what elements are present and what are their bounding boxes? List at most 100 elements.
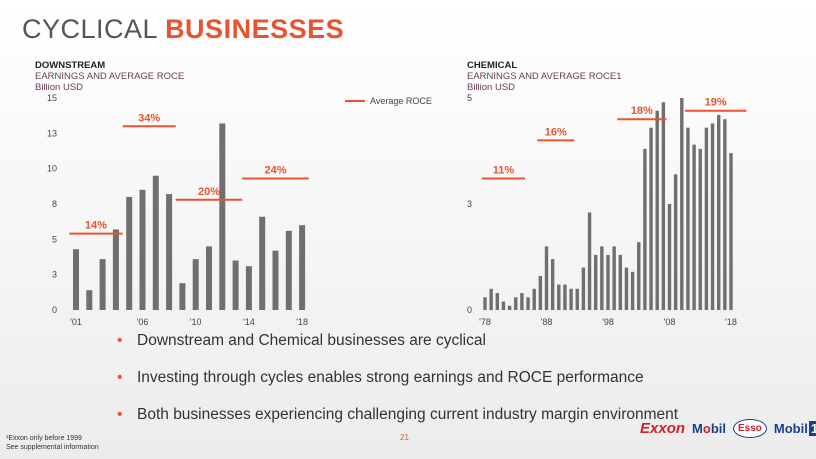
downstream-bar [232, 260, 239, 310]
chemical-bar [532, 288, 536, 310]
downstream-x-tick-label: '06 [137, 317, 149, 327]
chemical-roce-label: 18% [631, 105, 653, 117]
downstream-bar [299, 225, 306, 310]
footnote-line-2: See supplemental information [6, 444, 99, 451]
downstream-title: EARNINGS AND AVERAGE ROCE [35, 71, 185, 82]
chemical-bar [587, 212, 592, 310]
chemical-x-tick-label: '98 [602, 317, 614, 327]
legend: Average ROCE [345, 96, 432, 106]
chemical-bar [581, 267, 586, 310]
downstream-header: DOWNSTREAM EARNINGS AND AVERAGE ROCE Bil… [35, 60, 184, 93]
mobil-logo-rest: bil [710, 421, 726, 436]
chemical-x-tick-label: '78 [479, 317, 491, 327]
downstream-bar [86, 290, 93, 310]
downstream-bar [152, 175, 159, 310]
chemical-title: EARNINGS AND AVERAGE ROCE1 [467, 71, 622, 82]
downstream-x-tick-label: '10 [190, 317, 202, 327]
bullet-text: Investing through cycles enables strong … [137, 369, 644, 386]
downstream-bar [192, 259, 199, 310]
chemical-x-tick-label: '88 [541, 317, 553, 327]
chemical-bar [643, 148, 647, 310]
mobil-logo: Mobil [692, 421, 726, 436]
legend-label: Average ROCE [370, 96, 432, 106]
downstream-bar [272, 250, 279, 310]
downstream-y-tick-label: 3 [52, 270, 57, 280]
title-light: CYCLICAL [22, 14, 158, 44]
chemical-bar [692, 144, 696, 310]
chemical-bar [704, 127, 709, 311]
chemical-bar [686, 127, 690, 311]
bullet-item: • Both businesses experiencing challengin… [117, 406, 678, 443]
chemical-bar [680, 98, 684, 310]
bullet-list: • Downstream and Chemical businesses are … [117, 332, 678, 443]
downstream-bar [166, 194, 173, 310]
downstream-bar [219, 123, 226, 310]
downstream-y-tick-label: 10 [47, 164, 57, 174]
chemical-y-tick-label: 0 [467, 305, 472, 315]
chemical-bar [618, 254, 622, 310]
chemical-bar [612, 246, 616, 310]
chemical-bar [717, 114, 721, 311]
chemical-y-tick-label: 5 [467, 93, 472, 103]
downstream-bar [206, 246, 212, 310]
chemical-x-tick-label: '18 [725, 317, 737, 327]
chemical-bar [710, 123, 715, 310]
chemical-bar [637, 242, 641, 310]
downstream-ylabel: Billion USD [35, 82, 84, 93]
mobil1-logo-one: 1 [808, 421, 816, 436]
downstream-y-tick-label: 0 [52, 305, 57, 315]
downstream-bar [126, 196, 133, 310]
chemical-header: CHEMICAL EARNINGS AND AVERAGE ROCE1 Bill… [467, 60, 622, 93]
chemical-bar [544, 246, 549, 310]
mobil-logo-o: o [702, 421, 711, 436]
mobil-logo-m: M [692, 421, 703, 436]
downstream-roce-label: 34% [138, 112, 160, 124]
chemical-bar [483, 297, 487, 310]
footnote-line-1: ¹Exxon only before 1999 [6, 435, 82, 442]
downstream-bar [259, 216, 266, 310]
bullet-item: • Investing through cycles enables strong… [117, 369, 678, 406]
chemical-bar [655, 110, 659, 310]
chemical-bar [557, 284, 561, 310]
chemical-bar [569, 288, 573, 310]
downstream-roce-label: 20% [198, 186, 220, 198]
downstream-heading: DOWNSTREAM [35, 60, 106, 71]
chemical-bar [600, 246, 604, 310]
downstream-x-tick-label: '01 [70, 317, 82, 327]
chemical-roce-label: 19% [705, 97, 727, 109]
downstream-y-tick-label: 5 [52, 234, 57, 244]
downstream-x-tick-label: '14 [243, 317, 255, 327]
downstream-x-tick-label: '18 [296, 317, 308, 327]
chemical-bar [495, 293, 499, 310]
downstream-bar [285, 230, 292, 310]
chemical-bar [550, 259, 555, 310]
chemical-bar [673, 174, 678, 310]
chemical-bar [526, 297, 530, 310]
bullet-item: • Downstream and Chemical businesses are … [117, 332, 678, 369]
chemical-heading: CHEMICAL [467, 60, 518, 71]
mobil1-logo-text: Mobil [773, 421, 808, 436]
downstream-y-tick-label: 13 [47, 128, 57, 138]
bullet-text: Downstream and Chemical businesses are c… [137, 332, 486, 349]
title-bold: BUSINESSES [165, 14, 345, 44]
chemical-roce-label: 16% [545, 126, 567, 138]
chemical-y-tick-label: 3 [467, 199, 472, 209]
chemical-bar [563, 284, 567, 310]
chemical-bar [606, 254, 610, 310]
footnote: ¹Exxon only before 1999 See supplemental… [6, 434, 99, 452]
bullet-text: Both businesses experiencing challenging… [137, 406, 679, 423]
downstream-bar [99, 259, 106, 310]
chemical-bar [630, 271, 635, 310]
chemical-roce-label: 11% [493, 165, 515, 177]
downstream-bar [179, 283, 186, 310]
chemical-bar [489, 288, 493, 310]
chemical-bar [698, 148, 702, 310]
brand-logos: Exxon Mobil Esso Mobil 1 [640, 419, 816, 438]
chemical-ylabel: Billion USD [467, 82, 516, 93]
bullet-dot: • [117, 406, 123, 423]
downstream-bar [245, 266, 252, 310]
chemical-bar [649, 127, 653, 311]
chemical-bar [624, 267, 629, 310]
bullet-dot: • [117, 369, 123, 386]
